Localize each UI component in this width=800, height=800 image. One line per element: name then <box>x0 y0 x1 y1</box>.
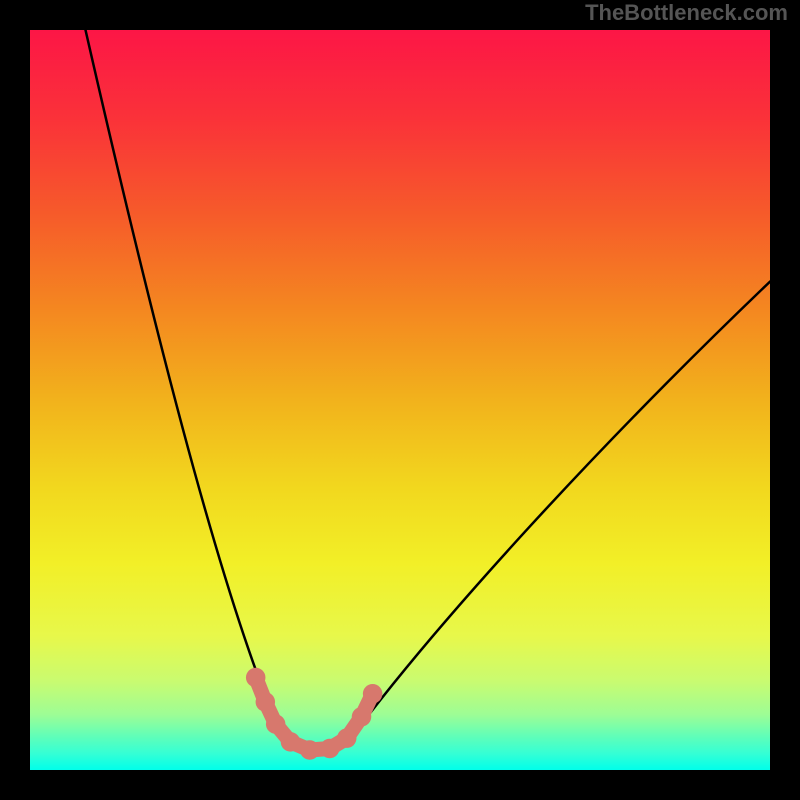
figure-container: TheBottleneck.com <box>0 0 800 800</box>
highlight-bead <box>363 684 383 704</box>
highlight-bead <box>281 732 301 752</box>
gradient-background <box>30 30 770 770</box>
highlight-bead <box>256 692 276 712</box>
plot-area <box>30 30 770 770</box>
chart-svg <box>30 30 770 770</box>
highlight-bead <box>352 707 372 727</box>
highlight-bead <box>337 728 357 748</box>
highlight-bead <box>320 739 340 759</box>
highlight-bead <box>300 740 320 760</box>
highlight-bead <box>246 668 266 688</box>
watermark-text: TheBottleneck.com <box>585 0 788 26</box>
highlight-bead <box>266 714 286 734</box>
